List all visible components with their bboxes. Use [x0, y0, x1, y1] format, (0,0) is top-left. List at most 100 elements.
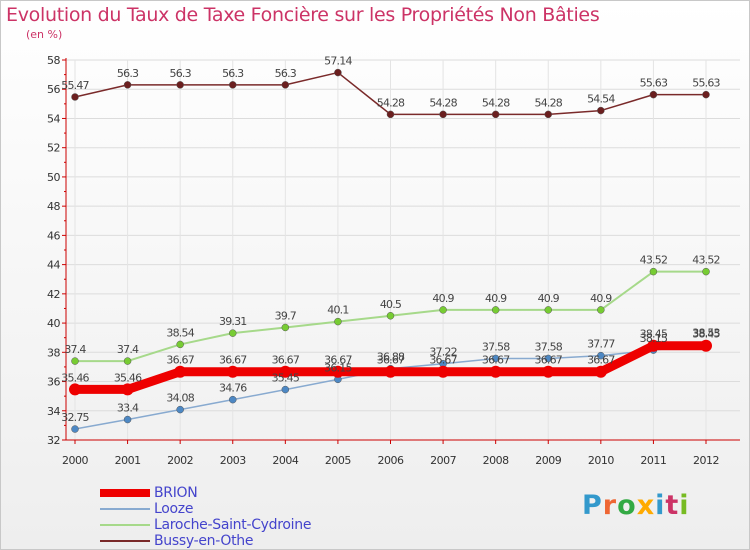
- legend-swatch: [100, 524, 150, 526]
- logo-letter: r: [602, 490, 618, 521]
- data-label-laroche-saint-cydroine: 38.54: [166, 326, 194, 339]
- data-label-brion: 36.67: [587, 354, 615, 367]
- data-label-laroche-saint-cydroine: 39.31: [219, 315, 247, 328]
- data-point-laroche-saint-cydroine: [544, 306, 552, 314]
- data-point-bussy-en-othe: [71, 93, 79, 101]
- y-tick-label: 56: [47, 83, 60, 96]
- x-tick-label: 2008: [483, 454, 509, 467]
- x-tick-label: 2006: [378, 454, 404, 467]
- data-point-laroche-saint-cydroine: [71, 357, 79, 365]
- data-point-brion: [489, 365, 502, 378]
- legend-swatch: [100, 540, 150, 542]
- x-tick-label: 2002: [167, 454, 193, 467]
- data-label-laroche-saint-cydroine: 43.52: [692, 254, 720, 267]
- data-label-brion: 36.67: [535, 354, 563, 367]
- y-tick-label: 34: [47, 405, 60, 418]
- data-point-laroche-saint-cydroine: [386, 312, 395, 320]
- y-tick-label: 48: [47, 200, 60, 213]
- data-point-brion: [647, 339, 660, 352]
- legend-swatch: [100, 508, 150, 510]
- data-point-brion: [174, 365, 187, 378]
- data-point-bussy-en-othe: [544, 110, 552, 119]
- legend-label: Laroche-Saint-Cydroine: [154, 517, 312, 533]
- data-point-bussy-en-othe: [281, 81, 290, 89]
- data-point-brion: [594, 365, 607, 378]
- data-point-brion: [226, 365, 239, 378]
- logo-letter: t: [665, 490, 680, 521]
- data-label-brion: 38.45: [640, 328, 668, 341]
- data-label-brion: 36.67: [377, 354, 405, 367]
- data-point-bussy-en-othe: [334, 68, 342, 77]
- data-label-bussy-en-othe: 57.14: [324, 55, 352, 68]
- data-point-looze: [176, 405, 184, 414]
- x-tick-label: 2007: [430, 454, 456, 467]
- data-label-laroche-saint-cydroine: 40.9: [432, 292, 454, 305]
- data-label-laroche-saint-cydroine: 37.4: [117, 343, 139, 356]
- data-label-looze: 38.15: [640, 332, 668, 345]
- data-point-bussy-en-othe: [229, 81, 237, 89]
- logo-letter: i: [679, 490, 690, 521]
- x-tick-label: 2010: [588, 454, 614, 467]
- chart-legend: BRION Looze Laroche-Saint-Cydroine Bussy-en…: [100, 485, 311, 549]
- legend-label: Bussy-en-Othe: [154, 533, 254, 549]
- x-tick-label: 2012: [693, 454, 719, 467]
- y-tick-label: 52: [47, 142, 60, 155]
- y-tick-label: 58: [47, 54, 60, 67]
- data-point-laroche-saint-cydroine: [123, 357, 132, 365]
- y-tick-label: 36: [47, 376, 60, 389]
- data-point-bussy-en-othe: [597, 106, 605, 115]
- data-point-brion: [121, 383, 134, 396]
- data-label-laroche-saint-cydroine: 39.7: [275, 309, 297, 322]
- data-label-laroche-saint-cydroine: 40.9: [538, 292, 560, 305]
- data-point-looze: [544, 354, 552, 363]
- data-point-laroche-saint-cydroine: [439, 306, 447, 314]
- data-label-looze: 34.76: [219, 382, 247, 395]
- y-tick-label: 40: [47, 317, 60, 330]
- data-label-looze: 37.77: [587, 338, 615, 351]
- data-point-looze: [229, 395, 237, 404]
- y-tick-label: 54: [47, 112, 60, 125]
- x-tick-label: 2009: [535, 454, 561, 467]
- data-label-bussy-en-othe: 55.47: [61, 79, 89, 92]
- data-point-laroche-saint-cydroine: [229, 329, 237, 337]
- logo-letter: x: [636, 490, 656, 521]
- data-point-laroche-saint-cydroine: [649, 267, 658, 276]
- data-point-brion: [700, 339, 712, 352]
- data-label-bussy-en-othe: 54.28: [482, 96, 510, 109]
- data-label-bussy-en-othe: 56.3: [170, 67, 192, 80]
- data-label-laroche-saint-cydroine: 37.4: [64, 343, 86, 356]
- chart-title: Evolution du Taux de Taxe Foncière sur l…: [6, 4, 600, 26]
- data-label-bussy-en-othe: 54.28: [535, 96, 563, 109]
- data-label-bussy-en-othe: 54.28: [377, 96, 405, 109]
- logo-letter: o: [617, 490, 637, 521]
- data-label-bussy-en-othe: 54.54: [587, 93, 615, 106]
- x-tick-label: 2011: [640, 454, 666, 467]
- x-tick-label: 2003: [220, 454, 246, 467]
- legend-label: Looze: [154, 501, 194, 517]
- data-point-brion: [384, 365, 397, 378]
- data-point-looze: [597, 351, 605, 360]
- data-label-looze: 34.08: [166, 392, 194, 405]
- data-label-laroche-saint-cydroine: 40.9: [485, 292, 507, 305]
- y-tick-label: 32: [47, 434, 60, 447]
- data-label-brion: 36.67: [166, 354, 194, 367]
- data-label-looze: 37.22: [429, 346, 457, 359]
- data-label-bussy-en-othe: 56.3: [222, 67, 244, 80]
- data-label-brion: 35.46: [61, 371, 89, 384]
- y-tick-label: 44: [47, 259, 60, 272]
- data-point-bussy-en-othe: [491, 110, 500, 119]
- logo-letter: i: [655, 490, 666, 521]
- data-point-laroche-saint-cydroine: [491, 306, 500, 314]
- data-point-looze: [71, 425, 79, 433]
- data-label-bussy-en-othe: 56.3: [275, 67, 297, 80]
- data-point-bussy-en-othe: [649, 90, 658, 99]
- legend-label: BRION: [154, 485, 198, 501]
- data-label-looze: 36.88: [377, 351, 405, 364]
- data-label-brion: 36.67: [429, 354, 457, 367]
- data-label-looze: 36.15: [324, 361, 352, 374]
- data-point-looze: [123, 415, 132, 424]
- y-tick-label: 38: [47, 346, 60, 359]
- x-tick-label: 2000: [62, 454, 88, 467]
